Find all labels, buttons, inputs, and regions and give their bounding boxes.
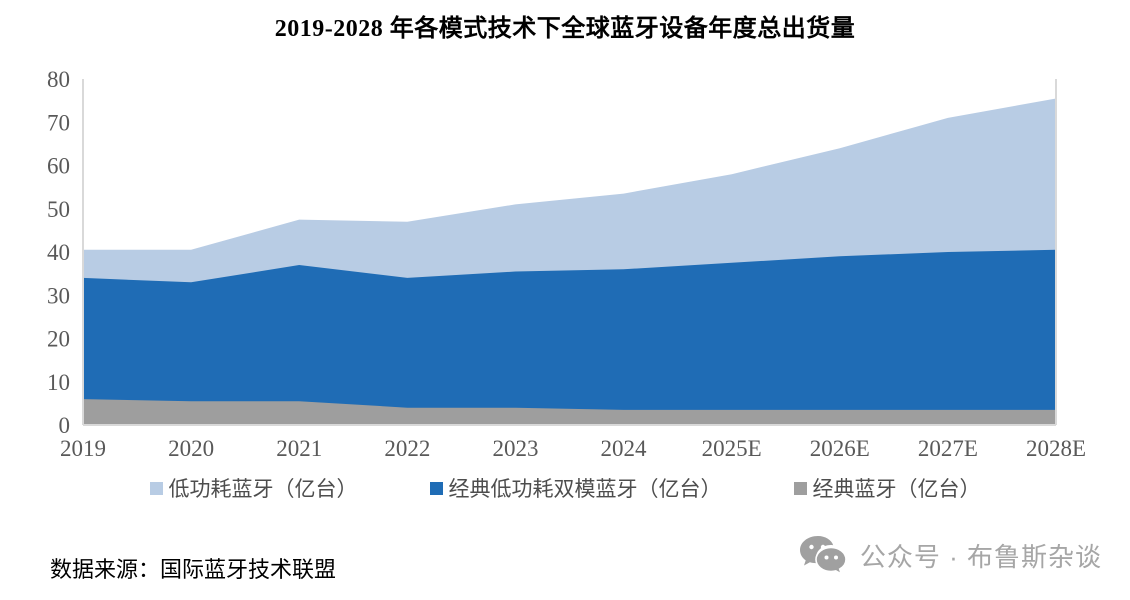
y-tick-label: 70 [47, 110, 70, 135]
legend-swatch-classic [793, 481, 807, 495]
x-tick-label: 2027E [918, 436, 978, 461]
page-title: 2019-2028 年各模式技术下全球蓝牙设备年度总出货量 [274, 16, 856, 42]
watermark-text: 公众号 · 布鲁斯杂谈 [859, 541, 1102, 572]
y-tick-label: 0 [59, 413, 71, 438]
y-tick-label: 20 [47, 327, 70, 352]
x-tick-label: 2021 [276, 436, 322, 461]
legend-label-classic: 经典蓝牙（亿台） [812, 477, 981, 501]
x-tick-label: 2026E [810, 436, 870, 461]
x-tick-label: 2028E [1026, 436, 1086, 461]
legend-item-dual-mode: 经典低功耗双模蓝牙（亿台） [429, 473, 722, 503]
x-tick-label: 2022 [384, 436, 430, 461]
area-series-1 [83, 249, 1056, 425]
y-tick-label: 60 [47, 154, 70, 179]
x-tick-label: 2020 [168, 436, 214, 461]
legend-item-low-energy: 低功耗蓝牙（亿台） [149, 473, 358, 503]
source-text: 数据来源：国际蓝牙技术联盟 [50, 557, 337, 582]
x-tick-label: 2024 [601, 436, 648, 461]
legend-swatch-dual-mode [429, 481, 443, 495]
wechat-watermark: 公众号 · 布鲁斯杂谈 [798, 534, 1102, 576]
area-series-0 [83, 399, 1056, 425]
y-tick-label: 80 [47, 67, 70, 92]
legend-item-classic: 经典蓝牙（亿台） [793, 473, 981, 503]
wechat-icon [799, 536, 847, 576]
x-tick-label: 2025E [702, 436, 762, 461]
y-tick-label: 40 [47, 240, 70, 265]
y-tick-label: 30 [47, 283, 70, 308]
legend-swatch-low-energy [149, 481, 163, 495]
x-tick-label: 2019 [60, 436, 106, 461]
legend-label-low-energy: 低功耗蓝牙（亿台） [168, 477, 358, 501]
legend-label-dual-mode: 经典低功耗双模蓝牙（亿台） [448, 477, 722, 501]
legend: 低功耗蓝牙（亿台） 经典低功耗双模蓝牙（亿台） 经典蓝牙（亿台） [0, 473, 1130, 503]
y-tick-label: 50 [47, 197, 70, 222]
y-tick-label: 10 [47, 370, 70, 395]
x-tick-label: 2023 [492, 436, 538, 461]
